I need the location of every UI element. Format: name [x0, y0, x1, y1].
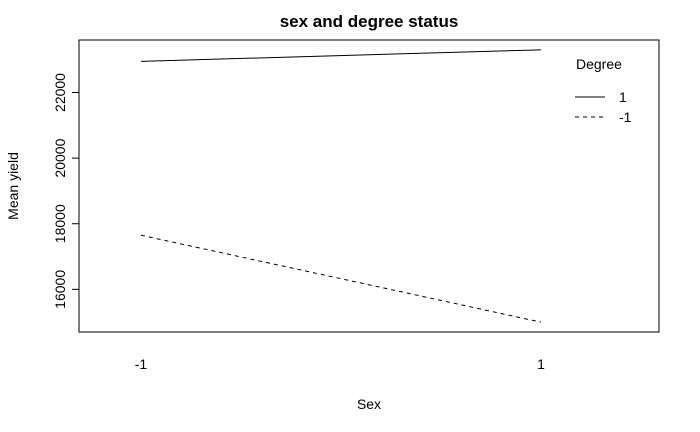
legend-label-degree-1: 1	[619, 89, 627, 105]
y-tick-label: 20000	[52, 138, 68, 177]
x-axis-label: Sex	[357, 396, 381, 412]
x-tick-label: -1	[135, 356, 148, 372]
y-tick-label: 22000	[52, 73, 68, 112]
series-line-degree-1	[140, 49, 542, 62]
x-tick-label: 1	[537, 356, 545, 372]
series-layer	[140, 49, 542, 323]
x-axis: -1 1	[135, 356, 545, 372]
legend: Degree 1 -1	[575, 56, 632, 125]
chart-title: sex and degree status	[280, 12, 459, 31]
legend-title: Degree	[576, 56, 622, 72]
y-tick-label: 18000	[52, 204, 68, 243]
y-axis: 16000 18000 20000 22000	[52, 73, 80, 309]
series-line-degree--1	[140, 234, 542, 323]
plot-area-box	[78, 39, 660, 333]
legend-label-degree--1: -1	[619, 109, 632, 125]
y-tick-label: 16000	[52, 270, 68, 309]
y-axis-label: Mean yield	[5, 152, 21, 220]
